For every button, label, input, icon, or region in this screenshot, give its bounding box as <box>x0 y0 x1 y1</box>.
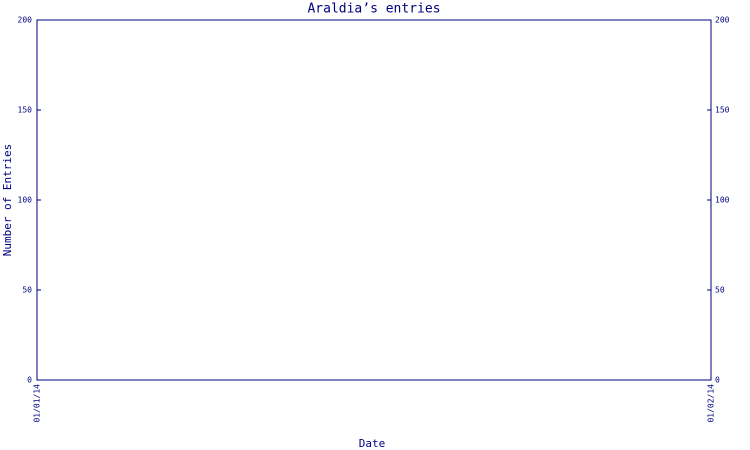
y-axis-label: Number of Entries <box>1 144 14 257</box>
x-tick-label: 01/02/14 <box>707 384 716 423</box>
y2-tick-label: 100 <box>715 196 730 205</box>
x-axis-label: Date <box>359 437 386 450</box>
y-tick-label: 200 <box>18 16 33 25</box>
chart-title: Araldia’s entries <box>307 2 440 17</box>
y2-tick-label: 200 <box>715 16 730 25</box>
y-tick-label: 150 <box>18 106 33 115</box>
y2-tick-label: 0 <box>715 376 720 385</box>
y-tick-label: 50 <box>22 286 32 295</box>
y-tick-label: 0 <box>27 376 32 385</box>
y2-tick-label: 50 <box>715 286 725 295</box>
plot-frame <box>36 19 712 381</box>
x-tick-label: 01/01/14 <box>33 384 42 423</box>
y-tick-label: 100 <box>18 196 33 205</box>
y2-tick-label: 150 <box>715 106 730 115</box>
